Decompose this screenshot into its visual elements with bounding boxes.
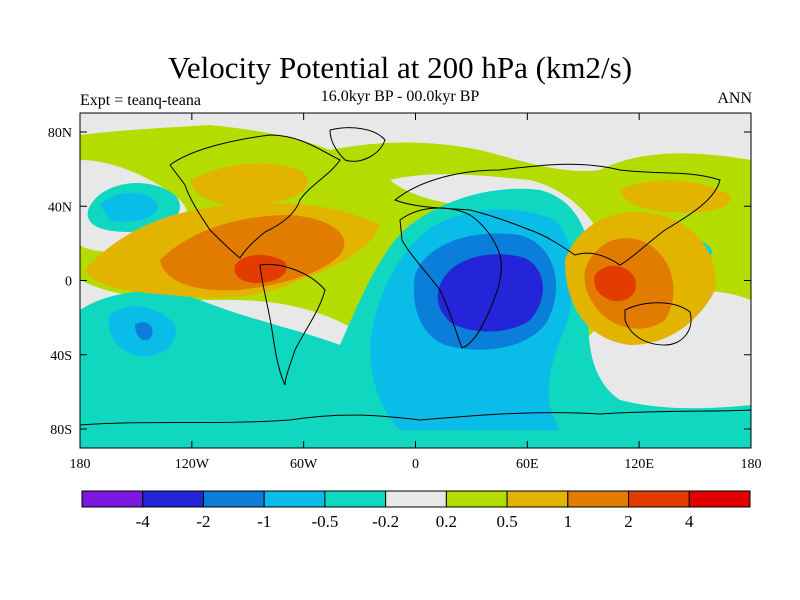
colorbar-swatch: [445, 490, 508, 508]
colorbar-swatch: [628, 490, 690, 508]
x-axis: 180 120W 60W 0 60E 120E 180: [70, 113, 762, 472]
field-strong-pos-maritime: [594, 265, 636, 302]
colorbar-label: -2: [196, 512, 210, 531]
season-label: ANN: [717, 90, 752, 107]
x-tick-label: 180: [741, 457, 762, 472]
colorbar-label: -1: [257, 512, 271, 531]
colorbar-label: -4: [136, 512, 151, 531]
colorbar-swatch: [263, 490, 326, 508]
colorbar-label: 0.2: [436, 512, 457, 531]
colorbar: -4 -2 -1 -0.5 -0.2 0.2 0.5 1 2 4: [81, 490, 751, 531]
velocity-potential-field: [80, 113, 751, 448]
chart-subtitle: 16.0kyr BP - 00.0kyr BP: [320, 88, 480, 105]
y-tick-label: 80S: [50, 423, 72, 438]
colorbar-label: -0.5: [311, 512, 338, 531]
x-tick-label: 120E: [624, 457, 654, 472]
colorbar-swatch: [567, 490, 630, 508]
field-weak-pos-canada: [190, 163, 308, 206]
colorbar-label: 1: [564, 512, 573, 531]
colorbar-label: 2: [624, 512, 633, 531]
coast-north-america: [169, 134, 341, 259]
coastlines: [80, 127, 751, 426]
x-tick-label: 180: [70, 457, 91, 472]
y-tick-label: 40N: [48, 200, 72, 215]
field-neg-spac-core: [135, 322, 153, 341]
coast-antarctica: [80, 409, 751, 426]
y-tick-label: 0: [65, 275, 72, 290]
experiment-label: Expt = teanq-teana: [80, 92, 201, 109]
field-weak-neg-npac: [100, 192, 158, 222]
x-tick-label: 60W: [290, 457, 318, 472]
coast-south-america: [259, 263, 326, 386]
colorbar-swatch: [688, 490, 751, 508]
colorbar-swatch: [142, 490, 204, 508]
colorbar-label: -0.2: [372, 512, 399, 531]
y-tick-label: 40S: [50, 349, 72, 364]
colorbar-swatch: [385, 490, 447, 508]
x-tick-label: 60E: [516, 457, 539, 472]
colorbar-swatch: [81, 490, 144, 508]
colorbar-swatch: [506, 490, 569, 508]
field-strong-neg-africa: [437, 254, 543, 332]
colorbar-label: 0.5: [496, 512, 517, 531]
x-tick-label: 0: [412, 457, 419, 472]
colorbar-swatch: [324, 490, 387, 508]
chart-title: Velocity Potential at 200 hPa (km2/s): [167, 50, 633, 85]
field-neutral-arctic: [80, 113, 751, 171]
y-tick-label: 80N: [48, 126, 72, 141]
y-axis: 80N 40N 0 40S 80S: [48, 126, 751, 438]
colorbar-label: 4: [685, 512, 694, 531]
coast-eurasia: [394, 163, 721, 266]
coast-australia: [624, 302, 692, 346]
coast-africa: [399, 207, 502, 349]
x-tick-label: 120W: [175, 457, 210, 472]
colorbar-swatch: [202, 490, 265, 508]
field-neutral-indian: [390, 174, 610, 260]
coast-greenland: [329, 127, 386, 162]
